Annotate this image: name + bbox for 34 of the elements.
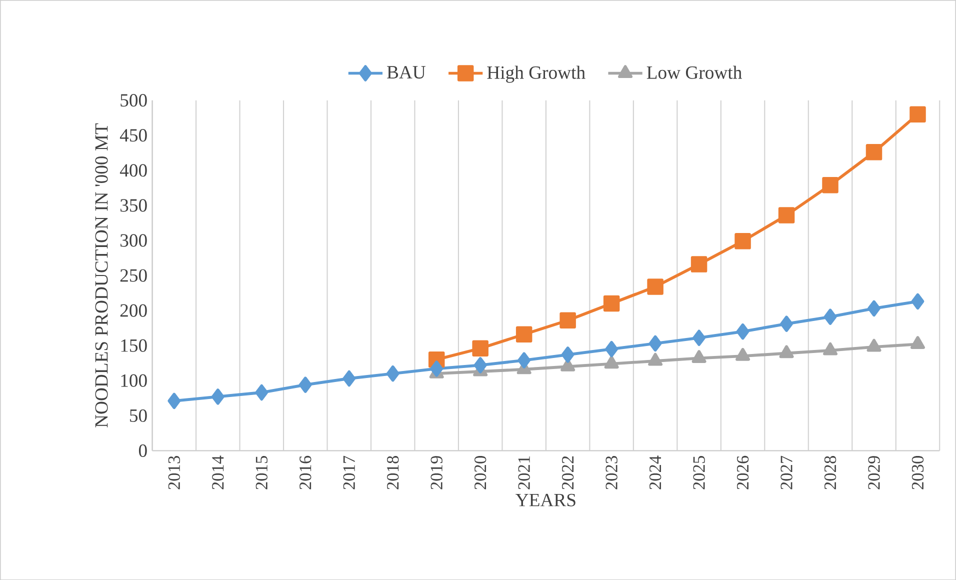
y-axis-title: NOODLES PRODUCTION IN '000 MT	[95, 123, 108, 428]
y-tick-label: 200	[120, 304, 147, 317]
y-tick-label: 500	[120, 94, 147, 106]
x-tick-label: 2017	[343, 456, 355, 490]
x-tick-label: 2022	[562, 456, 574, 490]
x-tick-label: 2020	[474, 456, 486, 490]
y-tick-label: 450	[120, 128, 147, 142]
x-tick-label: 2028	[824, 456, 836, 490]
x-tick-label: 2026	[736, 456, 749, 490]
x-tick-label: 2023	[606, 456, 618, 490]
y-tick-label: 50	[130, 409, 147, 422]
y-tick-label: 150	[121, 339, 147, 352]
x-tick-label: 2013	[168, 456, 180, 490]
y-tick-label: 350	[120, 198, 147, 212]
x-tick-label: 2030	[912, 456, 924, 490]
y-tick-label: 0	[138, 444, 147, 457]
y-tick-label: 300	[120, 234, 147, 247]
x-tick-label: 2029	[868, 456, 880, 490]
y-tick-label: 400	[120, 164, 147, 177]
legend-label: Low Growth	[646, 66, 742, 79]
x-tick-label: 2016	[300, 456, 312, 490]
x-tick-label: 2025	[693, 456, 705, 490]
x-tick-label: 2027	[780, 456, 792, 490]
x-tick-label: 2019	[430, 456, 442, 490]
y-tick-label: 250	[120, 269, 147, 282]
y-tick-label: 100	[121, 374, 147, 387]
x-tick-label: 2018	[387, 456, 399, 490]
x-axis-title: YEARS	[516, 494, 576, 506]
x-tick-label: 2015	[256, 456, 268, 490]
legend-label: High Growth	[487, 66, 586, 83]
legend-label: BAU	[387, 66, 426, 78]
x-tick-label: 2021	[518, 456, 530, 490]
x-tick-label: 2024	[649, 456, 662, 490]
x-tick-label: 2014	[212, 456, 224, 490]
